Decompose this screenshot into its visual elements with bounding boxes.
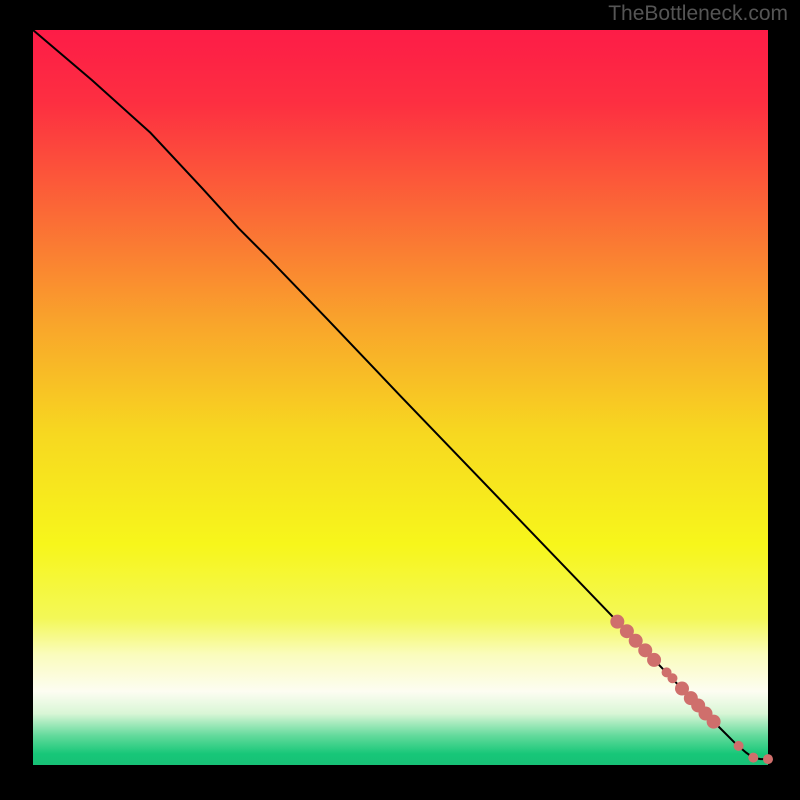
data-marker — [707, 715, 721, 729]
data-marker — [734, 741, 744, 751]
data-marker — [748, 753, 758, 763]
data-marker — [667, 673, 677, 683]
chart-container: TheBottleneck.com — [0, 0, 800, 800]
data-marker — [763, 754, 773, 764]
data-marker — [647, 653, 661, 667]
chart-svg — [0, 0, 800, 800]
watermark-text: TheBottleneck.com — [608, 2, 788, 26]
